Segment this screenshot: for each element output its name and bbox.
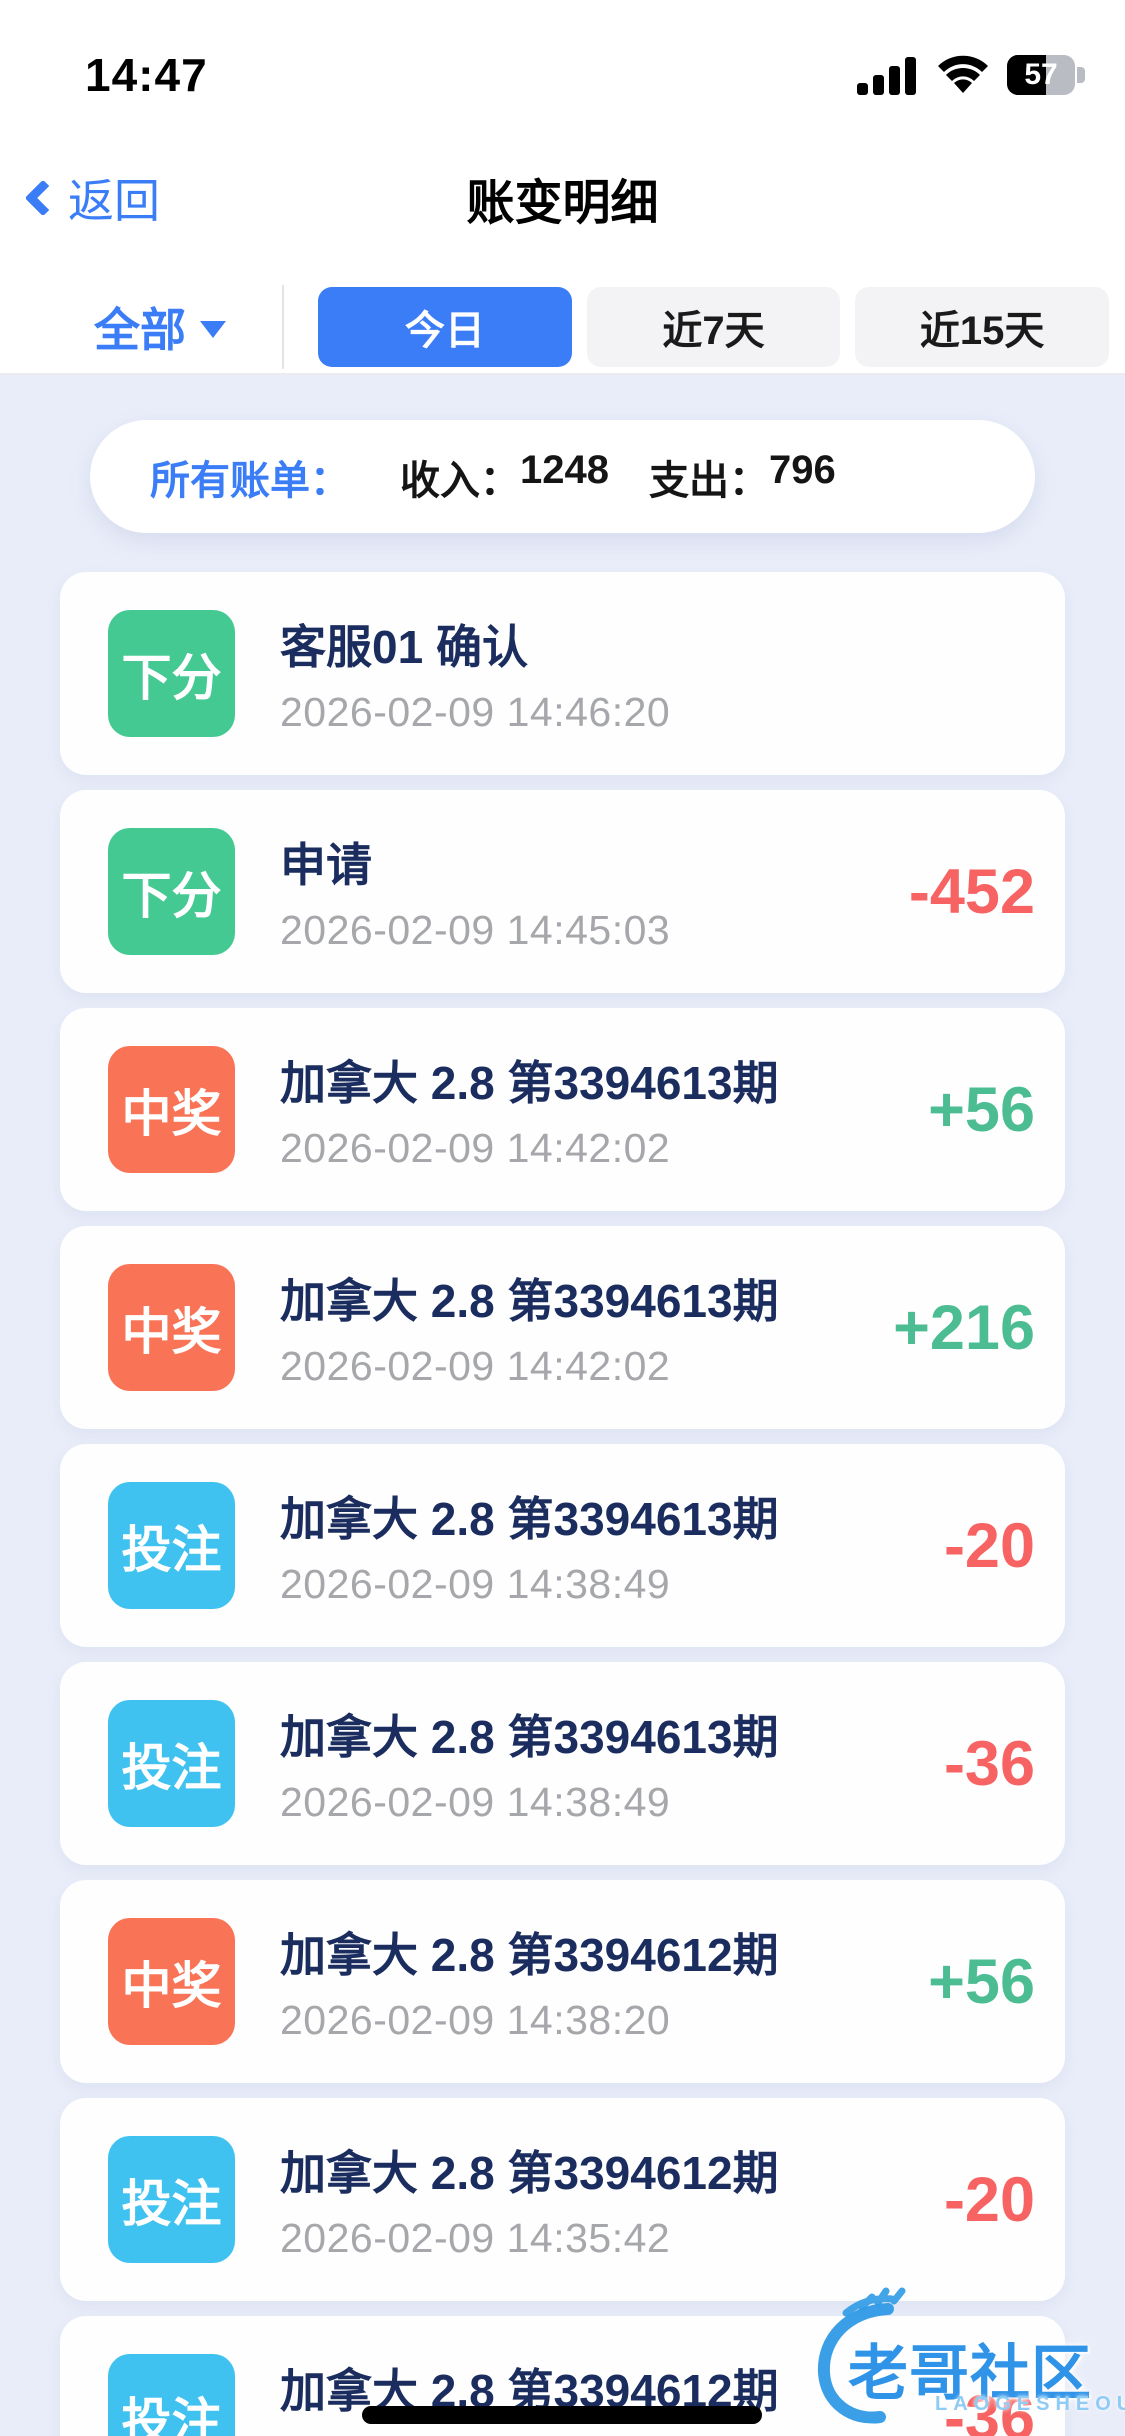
transaction-timestamp: 2026-02-09 14:38:20: [280, 1997, 671, 2043]
transaction-texts: 加拿大 2.8 第3394613期 2026-02-09 14:38:49: [280, 1701, 779, 1826]
transaction-type-badge: 投注: [108, 2136, 235, 2263]
transaction-type-badge: 下分: [108, 828, 235, 955]
tab-7-days[interactable]: 近7天: [586, 286, 841, 367]
transaction-title: 加拿大 2.8 第3394613期: [280, 1711, 779, 1763]
transaction-title: 加拿大 2.8 第3394613期: [280, 1057, 779, 1109]
transaction-texts: 加拿大 2.8 第3394613期 2026-02-09 14:42:02: [280, 1265, 779, 1390]
filter-bar: 全部 今日 近7天 近15天: [0, 250, 1125, 375]
status-bar: 14:47 57: [0, 0, 1125, 130]
transaction-type-badge: 下分: [108, 610, 235, 737]
transaction-list: 下分 客服01 确认 2026-02-09 14:46:20 下分 申请 202…: [60, 572, 1065, 2436]
transaction-type-badge: 中奖: [108, 1918, 235, 2045]
battery-icon: 57: [1007, 55, 1085, 95]
cellular-signal-icon: [857, 57, 916, 95]
transaction-texts: 加拿大 2.8 第3394613期 2026-02-09 14:38:49: [280, 1483, 779, 1608]
transaction-row[interactable]: 下分 客服01 确认 2026-02-09 14:46:20: [60, 572, 1065, 775]
transaction-row[interactable]: 中奖 加拿大 2.8 第3394613期 2026-02-09 14:42:02…: [60, 1008, 1065, 1211]
transaction-row[interactable]: 投注 加拿大 2.8 第3394613期 2026-02-09 14:38:49…: [60, 1444, 1065, 1647]
transaction-timestamp: 2026-02-09 14:42:02: [280, 1125, 671, 1171]
transaction-timestamp: 2026-02-09 14:38:49: [280, 1561, 671, 1607]
status-icons: 57: [857, 53, 1085, 97]
transaction-amount: +216: [893, 1292, 1035, 1363]
transaction-amount: -36: [943, 2382, 1035, 2436]
transaction-texts: 加拿大 2.8 第3394612期 2026-02-09 14:38:20: [280, 1919, 779, 2044]
battery-nub: [1077, 67, 1085, 83]
transaction-timestamp: 2026-02-09 14:42:02: [280, 1343, 671, 1389]
content-area: 所有账单： 收入： 1248 支出： 796 下分 客服01 确认 2026-02-…: [0, 420, 1125, 2436]
tab-today[interactable]: 今日: [318, 286, 572, 367]
transaction-timestamp: 2026-02-09 14:35:42: [280, 2215, 671, 2261]
transaction-row[interactable]: 中奖 加拿大 2.8 第3394612期 2026-02-09 14:38:20…: [60, 1880, 1065, 2083]
date-range-tabs: 今日 近7天 近15天: [318, 286, 1110, 367]
battery-body: [1007, 55, 1075, 95]
expense-summary: 支出： 796: [649, 448, 836, 506]
income-label: 收入：: [400, 458, 520, 503]
transaction-timestamp: 2026-02-09 14:45:03: [280, 907, 671, 953]
transaction-texts: 加拿大 2.8 第3394612期 2026-02-09 14:35:42: [280, 2137, 779, 2262]
wifi-icon: [938, 55, 988, 93]
transaction-title: 加拿大 2.8 第3394613期: [280, 1275, 779, 1327]
vertical-divider: [282, 284, 284, 369]
clock-text: 14:47: [85, 49, 208, 101]
back-button[interactable]: 返回: [24, 145, 160, 250]
transaction-title: 申请: [280, 839, 372, 891]
transaction-type-badge: 投注: [108, 2354, 235, 2436]
battery-percent-text: 57: [1024, 58, 1058, 91]
transaction-texts: 客服01 确认 2026-02-09 14:46:20: [280, 611, 670, 736]
back-button-label: 返回: [68, 174, 160, 227]
battery-fill-level: [1007, 55, 1046, 95]
category-dropdown[interactable]: 全部: [94, 294, 226, 360]
transaction-title: 客服01 确认: [280, 621, 528, 673]
income-summary: 收入： 1248: [400, 448, 609, 506]
transaction-texts: 加拿大 2.8 第3394613期 2026-02-09 14:42:02: [280, 1047, 779, 1172]
transaction-type-badge: 中奖: [108, 1264, 235, 1391]
category-dropdown-label: 全部: [94, 303, 186, 356]
transaction-amount: -20: [943, 2164, 1035, 2235]
transaction-amount: +56: [928, 1946, 1035, 2017]
expense-label: 支出：: [648, 458, 769, 503]
transaction-amount: -36: [943, 1728, 1035, 1799]
transaction-type-badge: 投注: [108, 1482, 235, 1609]
nav-bar: 返回 账变明细: [0, 130, 1125, 250]
transaction-timestamp: 2026-02-09 14:38:49: [280, 1779, 671, 1825]
expense-value: 796: [768, 447, 836, 492]
transaction-row[interactable]: 下分 申请 2026-02-09 14:45:03 -452: [60, 790, 1065, 993]
tab-15-days[interactable]: 近15天: [855, 286, 1110, 367]
summary-title: 所有账单：: [150, 458, 350, 503]
transaction-amount: -452: [908, 856, 1035, 927]
transaction-title: 加拿大 2.8 第3394612期: [280, 1929, 779, 1981]
home-indicator[interactable]: [362, 2406, 762, 2424]
summary-bar: 所有账单： 收入： 1248 支出： 796: [90, 420, 1035, 533]
transaction-amount: -20: [943, 1510, 1035, 1581]
transaction-title: 加拿大 2.8 第3394612期: [280, 2147, 779, 2199]
chevron-left-icon: [24, 179, 62, 216]
transaction-timestamp: 2026-02-09 14:35:32: [280, 2433, 779, 2436]
transaction-title: 加拿大 2.8 第3394613期: [280, 1493, 779, 1545]
transaction-row[interactable]: 投注 加拿大 2.8 第3394612期 2026-02-09 14:35:42…: [60, 2098, 1065, 2301]
transaction-texts: 申请 2026-02-09 14:45:03: [280, 829, 670, 954]
transaction-row[interactable]: 投注 加拿大 2.8 第3394612期 2026-02-09 14:35:32…: [60, 2316, 1065, 2436]
transaction-timestamp: 2026-02-09 14:46:20: [280, 689, 671, 735]
transaction-row[interactable]: 中奖 加拿大 2.8 第3394613期 2026-02-09 14:42:02…: [60, 1226, 1065, 1429]
page-title: 账变明细: [466, 176, 659, 230]
transaction-type-badge: 中奖: [108, 1046, 235, 1173]
income-value: 1248: [520, 447, 609, 492]
transaction-row[interactable]: 投注 加拿大 2.8 第3394613期 2026-02-09 14:38:49…: [60, 1662, 1065, 1865]
transaction-amount: +56: [928, 1074, 1035, 1145]
dropdown-caret-icon: [200, 321, 226, 338]
transaction-type-badge: 投注: [108, 1700, 235, 1827]
